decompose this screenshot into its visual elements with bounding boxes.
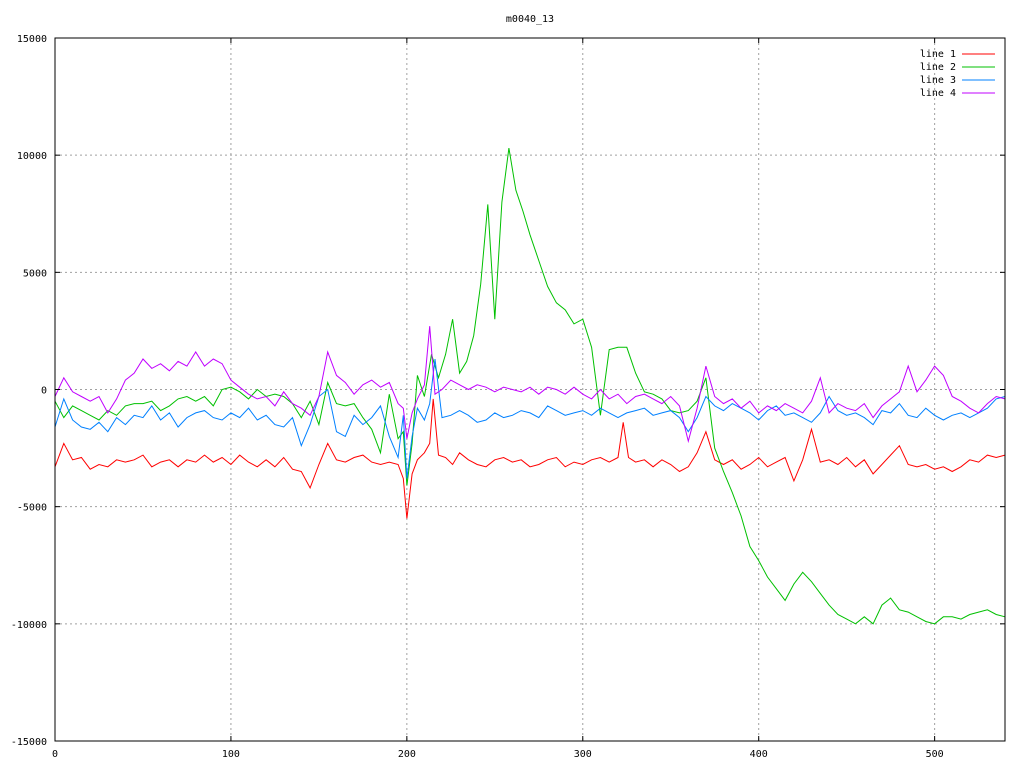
- x-tick-label: 300: [574, 749, 592, 760]
- grid: [55, 38, 1005, 741]
- x-tick-label: 400: [750, 749, 768, 760]
- x-tick-label: 100: [222, 749, 240, 760]
- legend-label: line 3: [920, 75, 956, 86]
- legend-label: line 4: [920, 88, 956, 99]
- series-line-line-2: [54, 148, 1006, 625]
- x-tick-label: 500: [926, 749, 944, 760]
- x-tick-label: 0: [52, 749, 58, 760]
- axis-ticks: 0 100 200 300 400 500 -15000 -10000 -5000 0 5000 10…: [11, 34, 1005, 760]
- series-group: [54, 148, 1006, 625]
- y-tick-label: 5000: [23, 268, 47, 279]
- series-line-line-3: [54, 358, 1006, 479]
- y-tick-label: 0: [41, 386, 47, 397]
- series-line-line-1: [54, 398, 1006, 519]
- series-line-line-4: [54, 326, 1006, 444]
- legend-label: line 2: [920, 62, 956, 73]
- chart-title: m0040_13: [506, 14, 554, 25]
- x-tick-label: 200: [398, 749, 416, 760]
- y-tick-label: -5000: [17, 503, 47, 514]
- legend: line 1 line 2 line 3 line 4: [920, 49, 995, 99]
- legend-label: line 1: [920, 49, 956, 60]
- y-tick-label: -15000: [11, 737, 47, 748]
- y-tick-label: 15000: [17, 34, 47, 45]
- y-tick-label: 10000: [17, 151, 47, 162]
- y-tick-label: -10000: [11, 620, 47, 631]
